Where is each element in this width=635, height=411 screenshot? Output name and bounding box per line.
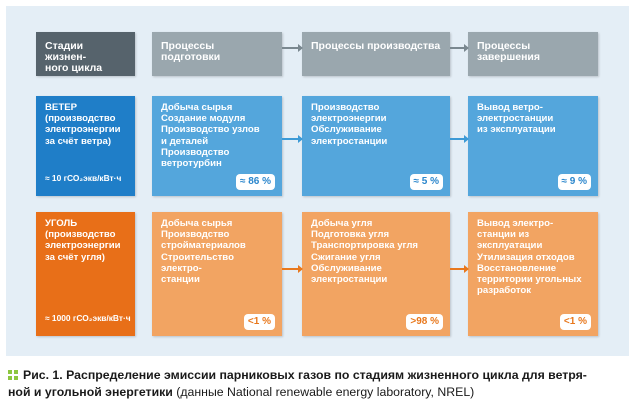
marker-dot-3: [8, 376, 12, 380]
diagram-panel: Стадии жизнен- ного цикла Процессы подго…: [6, 6, 629, 356]
coal-stage-box: УГОЛЬ (производство электроэнергии за сч…: [36, 212, 135, 336]
wind-preparation-pct: ≈ 86 %: [235, 174, 275, 190]
wind-production-text: Производство электроэнергии Обслуживание…: [311, 102, 388, 147]
wind-preparation-text: Добыча сырья Создание модуля Производств…: [161, 102, 260, 170]
coal-preparation-text: Добыча сырья Производство стройматериало…: [161, 218, 246, 286]
header-preparation: Процессы подготовки: [152, 32, 282, 76]
wind-production-box: Производство электроэнергии Обслуживание…: [302, 96, 450, 196]
wind-emission: ≈ 10 гСО₂экв/кВт·ч: [45, 172, 122, 183]
wind-preparation-box: Добыча сырья Создание модуля Производств…: [152, 96, 282, 196]
wind-label: ВЕТЕР (производство электроэнергии за сч…: [45, 102, 121, 147]
caption-source: (данные National renewable energy labora…: [172, 385, 475, 399]
arrow-wind-2: [450, 135, 469, 143]
coal-preparation-pct: <1 %: [243, 314, 275, 330]
figure-caption: Рис. 1. Распределение эмиссии парниковых…: [8, 367, 628, 401]
arrow-header-1: [282, 44, 303, 52]
coal-completion-text: Вывод электро- станции из эксплуатации У…: [477, 218, 582, 297]
marker-dot-2: [14, 370, 18, 374]
coal-label: УГОЛЬ (производство электроэнергии за сч…: [45, 218, 121, 263]
header-production: Процессы производства: [302, 32, 450, 76]
arrow-wind-1: [282, 135, 303, 143]
coal-completion-box: Вывод электро- станции из эксплуатации У…: [468, 212, 598, 336]
coal-emission: ≈ 1000 гСО₂экв/кВт·ч: [45, 312, 131, 323]
wind-completion-box: Вывод ветро- электростанции из эксплуата…: [468, 96, 598, 196]
arrow-coal-2: [450, 265, 469, 273]
coal-production-text: Добыча угля Подготовка угля Транспортиро…: [311, 218, 419, 286]
header-lifecycle-stages: Стадии жизнен- ного цикла: [36, 32, 135, 76]
marker-dot-1: [8, 370, 12, 374]
caption-marker-icon: [8, 370, 18, 380]
marker-dot-4: [14, 376, 18, 380]
coal-production-pct: >98 %: [406, 314, 443, 330]
wind-completion-pct: ≈ 9 %: [557, 174, 591, 190]
arrow-coal-1: [282, 265, 303, 273]
arrow-header-2: [450, 44, 469, 52]
wind-stage-box: ВЕТЕР (производство электроэнергии за сч…: [36, 96, 135, 196]
wind-production-pct: ≈ 5 %: [409, 174, 443, 190]
wind-completion-text: Вывод ветро- электростанции из эксплуата…: [477, 102, 556, 136]
coal-production-box: Добыча угля Подготовка угля Транспортиро…: [302, 212, 450, 336]
coal-completion-pct: <1 %: [559, 314, 591, 330]
header-completion: Процессы завершения: [468, 32, 598, 76]
caption-title: Рис. 1. Распределение эмиссии парниковых…: [8, 368, 587, 399]
coal-preparation-box: Добыча сырья Производство стройматериало…: [152, 212, 282, 336]
